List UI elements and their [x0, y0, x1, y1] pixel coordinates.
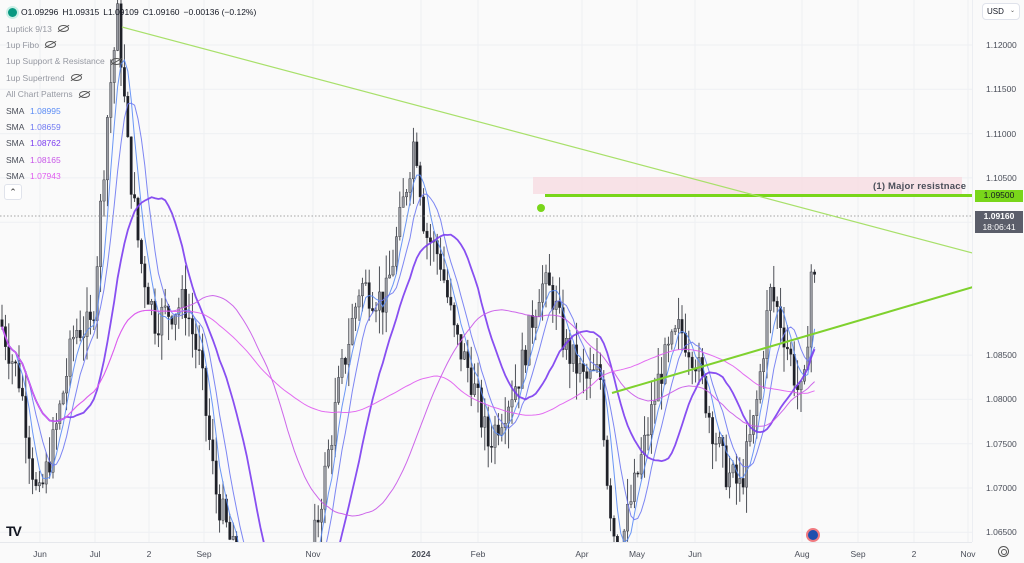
sma-row[interactable]: SMA 1.08995 [6, 102, 260, 118]
eye-hidden-icon[interactable] [45, 41, 57, 49]
time-tick-label: Sep [850, 549, 866, 559]
time-tick-label: Jul [89, 549, 101, 559]
sma-label: SMA [6, 105, 25, 116]
sma-row[interactable]: SMA 1.08762 [6, 135, 260, 151]
eye-hidden-icon[interactable] [110, 57, 122, 65]
indicator-row[interactable]: 1uptick 9/13 [6, 20, 260, 36]
last-price-value: 1.09160 [983, 211, 1015, 221]
price-tick-label: 1.07000 [986, 483, 1017, 493]
time-tick-label: Aug [794, 549, 810, 559]
price-tick-label: 1.12000 [986, 40, 1017, 50]
indicator-name: 1up Support & Resistance [6, 56, 105, 67]
collapse-legend-button[interactable]: ⌃ [4, 184, 22, 200]
time-tick-label: Apr [575, 549, 589, 559]
price-tick-label: 1.08000 [986, 394, 1017, 405]
indicator-name: All Chart Patterns [6, 89, 73, 100]
time-axis[interactable]: Jun Jul 2 Sep Nov 2024 Feb Apr May Jun Aug Sep 2 Nov [0, 542, 976, 563]
indicator-name: 1up Supertrend [6, 72, 65, 83]
sma-value: 1.08659 [30, 121, 61, 132]
resistance-annotation[interactable]: (1) Major resistnace [873, 181, 967, 192]
eye-hidden-icon[interactable] [78, 90, 90, 98]
ohlc-close: C1.09160 [142, 7, 180, 18]
sma-label: SMA [6, 138, 25, 149]
sma-value: 1.08995 [30, 105, 61, 116]
price-tick-label: 1.10500 [986, 172, 1017, 183]
indicator-row[interactable]: 1up Support & Resistance [6, 53, 260, 69]
time-tick-label: Jun [33, 549, 47, 559]
price-tick-label: 1.11500 [986, 84, 1017, 95]
sma-row[interactable]: SMA 1.07943 [6, 168, 260, 184]
price-axis[interactable]: 1.120001.115001.110001.105001.100001.085… [972, 0, 1024, 542]
time-tick-label: 2 [911, 549, 917, 559]
time-tick-label: Nov [960, 549, 976, 559]
ohlc-low: L1.09109 [103, 7, 139, 18]
time-tick-label: Sep [196, 549, 212, 559]
eu-flag-event-icon[interactable] [806, 528, 820, 542]
time-tick-label: 2024 [411, 549, 431, 559]
currency-label: USD [987, 7, 1004, 16]
price-tick-label: 1.11000 [986, 128, 1017, 139]
time-tick-label: Feb [470, 549, 486, 559]
eye-hidden-icon[interactable] [57, 25, 69, 33]
resistance-price-badge: 1.09500 [975, 190, 1023, 202]
indicator-name: 1uptick 9/13 [6, 23, 52, 34]
currency-select[interactable]: USD ⌄ [982, 3, 1020, 20]
sma-label: SMA [6, 121, 25, 132]
sma-value: 1.08165 [30, 154, 61, 165]
indicator-name: 1up Fibo [6, 39, 40, 50]
indicator-row[interactable]: 1up Fibo [6, 37, 260, 53]
sma-row[interactable]: SMA 1.08165 [6, 152, 260, 168]
chevron-down-icon: ⌄ [1009, 8, 1015, 14]
price-tick-label: 1.06500 [986, 527, 1017, 538]
time-tick-label: Nov [305, 549, 321, 559]
sma-value: 1.07943 [30, 171, 61, 182]
time-tick-label: 2 [146, 549, 152, 559]
time-tick-label: Jun [688, 549, 702, 559]
indicator-row[interactable]: All Chart Patterns [6, 86, 260, 102]
market-status-icon [8, 7, 17, 17]
ohlc-high: H1.09315 [62, 7, 100, 18]
chart-legend: O1.09296 H1.09315 L1.09109 C1.09160 −0.0… [6, 4, 260, 184]
gear-icon[interactable] [998, 546, 1009, 557]
ohlc-row: O1.09296 H1.09315 L1.09109 C1.09160 −0.0… [6, 4, 260, 20]
price-tick-label: 1.07500 [986, 438, 1017, 449]
sma-value: 1.08762 [30, 138, 61, 149]
sma-row[interactable]: SMA 1.08659 [6, 119, 260, 135]
bar-countdown: 18:06:41 [982, 222, 1016, 232]
sma-label: SMA [6, 154, 25, 165]
tradingview-logo[interactable]: TV [6, 523, 22, 539]
time-tick-label: May [628, 549, 646, 559]
indicator-row[interactable]: 1up Supertrend [6, 70, 260, 86]
eye-hidden-icon[interactable] [70, 74, 82, 82]
last-price-badge: 1.09160 18:06:41 [975, 211, 1023, 233]
ohlc-change: −0.00136 (−0.12%) [183, 7, 257, 18]
price-chart-canvas[interactable] [0, 0, 972, 542]
sma-label: SMA [6, 171, 25, 182]
ohlc-open: O1.09296 [21, 7, 59, 18]
price-tick-label: 1.08500 [986, 350, 1017, 361]
